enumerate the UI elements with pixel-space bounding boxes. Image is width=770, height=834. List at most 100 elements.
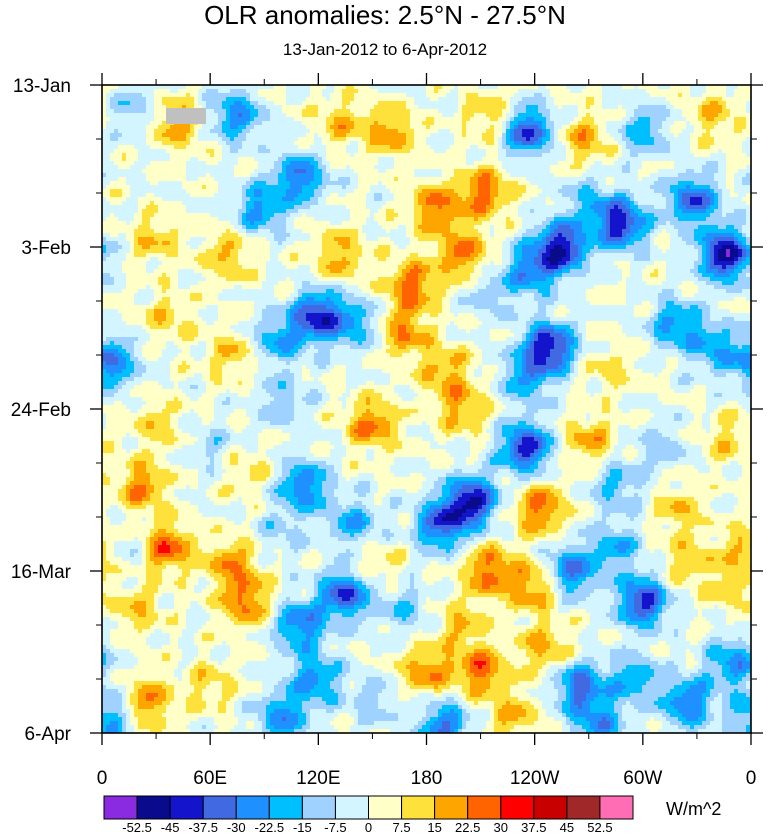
field-cell <box>738 181 742 185</box>
field-cell <box>398 193 402 197</box>
field-cell <box>398 121 402 125</box>
field-cell <box>698 109 702 113</box>
field-cell <box>334 97 338 101</box>
field-cell <box>706 149 710 153</box>
field-cell <box>698 165 702 169</box>
field-cell <box>678 197 682 201</box>
field-cell <box>682 201 686 205</box>
field-cell <box>114 129 118 133</box>
field-cell <box>686 133 690 137</box>
field-cell <box>306 153 310 157</box>
field-cell <box>578 85 582 89</box>
field-cell <box>470 93 474 97</box>
field-cell <box>610 101 614 105</box>
field-cell <box>258 181 262 185</box>
field-cell <box>666 145 670 149</box>
field-cell <box>126 185 130 189</box>
field-cell <box>746 165 750 169</box>
field-cell <box>694 157 698 161</box>
field-cell <box>374 133 378 137</box>
field-cell <box>386 201 390 205</box>
field-cell <box>362 197 366 201</box>
field-cell <box>302 189 306 193</box>
field-cell <box>558 165 562 169</box>
field-cell <box>362 161 366 165</box>
field-cell <box>382 185 386 189</box>
field-cell <box>106 197 110 201</box>
field-cell <box>542 101 546 105</box>
field-cell <box>334 113 338 117</box>
field-cell <box>206 189 210 193</box>
field-cell <box>470 85 474 89</box>
field-cell <box>514 121 518 125</box>
field-cell <box>734 181 738 185</box>
field-cell <box>358 145 362 149</box>
field-cell <box>574 161 578 165</box>
field-cell <box>574 177 578 181</box>
field-cell <box>666 85 670 89</box>
field-cell <box>502 149 506 153</box>
field-cell <box>722 133 726 137</box>
field-cell <box>454 97 458 101</box>
field-cell <box>282 133 286 137</box>
field-cell <box>242 105 246 109</box>
anomaly-field <box>102 85 751 733</box>
field-cell <box>494 205 498 209</box>
field-cell <box>282 89 286 93</box>
field-cell <box>178 129 182 133</box>
field-cell <box>582 201 586 205</box>
field-cell <box>374 137 378 141</box>
field-cell <box>470 101 474 105</box>
field-cell <box>454 125 458 129</box>
field-cell <box>342 137 346 141</box>
field-cell <box>194 201 198 205</box>
field-cell <box>178 201 182 205</box>
field-cell <box>430 165 434 169</box>
field-cell <box>570 169 574 173</box>
field-cell <box>526 161 530 165</box>
field-cell <box>122 105 126 109</box>
field-cell <box>282 145 286 149</box>
field-cell <box>206 109 210 113</box>
field-cell <box>218 109 222 113</box>
field-cell <box>134 157 138 161</box>
field-cell <box>402 157 406 161</box>
field-cell <box>262 133 266 137</box>
field-cell <box>418 197 422 201</box>
field-cell <box>314 169 318 173</box>
field-cell <box>122 97 126 101</box>
field-cell <box>278 189 282 193</box>
field-cell <box>578 197 582 201</box>
field-cell <box>538 185 542 189</box>
field-cell <box>582 149 586 153</box>
field-cell <box>350 97 354 101</box>
field-cell <box>422 197 426 201</box>
field-cell <box>242 161 246 165</box>
field-cell <box>130 165 134 169</box>
field-cell <box>610 149 614 153</box>
field-cell <box>622 101 626 105</box>
field-cell <box>690 185 694 189</box>
field-cell <box>430 101 434 105</box>
field-cell <box>398 201 402 205</box>
field-cell <box>646 141 650 145</box>
field-cell <box>190 141 194 145</box>
field-cell <box>678 161 682 165</box>
field-cell <box>438 189 442 193</box>
field-cell <box>310 113 314 117</box>
field-cell <box>682 141 686 145</box>
field-cell <box>258 193 262 197</box>
field-cell <box>338 125 342 129</box>
field-cell <box>394 169 398 173</box>
field-cell <box>326 205 330 209</box>
field-cell <box>322 85 326 89</box>
field-cell <box>182 197 186 201</box>
field-cell <box>430 197 434 201</box>
field-cell <box>418 133 422 137</box>
field-cell <box>466 149 470 153</box>
field-cell <box>490 101 494 105</box>
field-cell <box>698 101 702 105</box>
field-cell <box>606 197 610 201</box>
field-cell <box>590 101 594 105</box>
field-cell <box>202 181 206 185</box>
